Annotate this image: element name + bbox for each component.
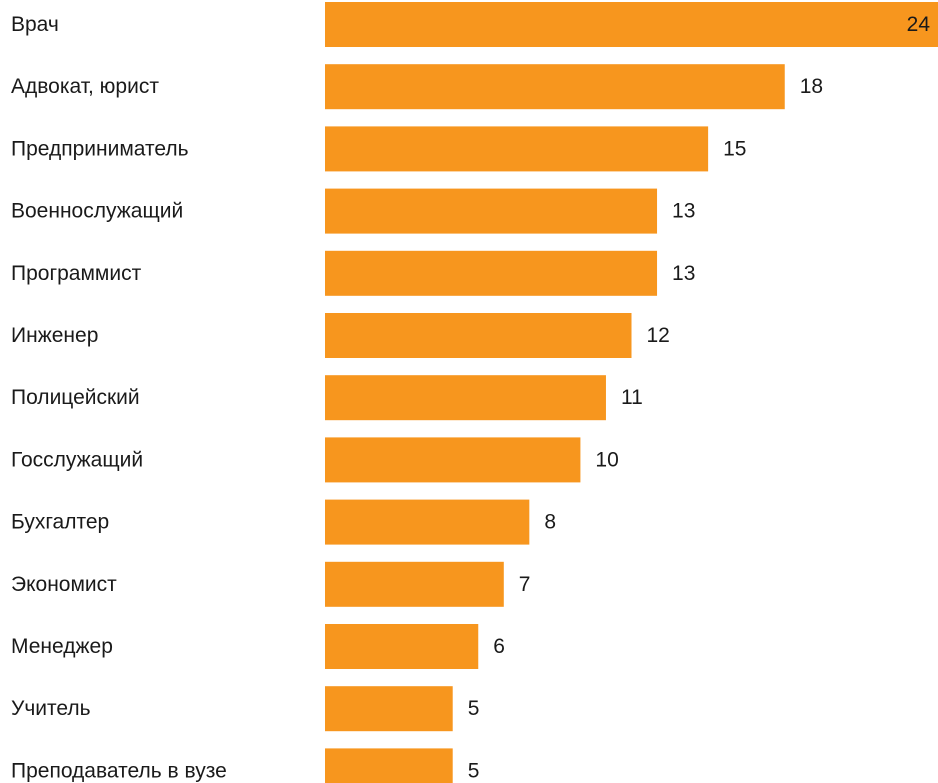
value-label: 6 [493, 635, 505, 658]
bar [325, 188, 658, 234]
category-label: Менеджер [11, 635, 113, 658]
value-label: 7 [519, 573, 531, 596]
category-label: Военнослужащий [11, 200, 183, 223]
value-label: 13 [672, 262, 695, 285]
bar [325, 748, 453, 783]
category-label: Бухгалтер [11, 511, 109, 534]
bar [325, 126, 709, 172]
bars [325, 2, 938, 783]
value-label: 11 [621, 386, 643, 409]
category-label: Госслужащий [11, 448, 143, 471]
value-label: 10 [595, 448, 618, 471]
value-label: 8 [544, 511, 556, 534]
value-label: 12 [647, 324, 670, 347]
category-label: Полицейский [11, 386, 140, 409]
bar [325, 561, 504, 607]
category-labels: Врач Адвокат, юрист Предприниматель Военнос… [11, 13, 227, 782]
value-label: 15 [723, 137, 746, 160]
bar [325, 250, 658, 296]
bar [325, 313, 632, 358]
bar [325, 2, 938, 47]
bar [325, 499, 530, 545]
category-label: Учитель [11, 697, 91, 720]
bar [325, 686, 453, 732]
value-labels: 24 18 15 13 13 12 11 10 8 7 6 5 5 [468, 13, 931, 782]
category-label: Преподаватель в вузе [11, 759, 227, 782]
value-label: 5 [468, 759, 480, 782]
value-label: 18 [800, 75, 823, 98]
category-label: Программист [11, 262, 142, 285]
bar [325, 375, 606, 421]
bar [325, 624, 479, 669]
value-label: 5 [468, 697, 480, 720]
category-label: Инженер [11, 324, 98, 347]
bar [325, 437, 581, 483]
category-label: Врач [11, 13, 59, 36]
value-label: 24 [907, 13, 931, 36]
category-label: Экономист [11, 573, 117, 596]
category-label: Предприниматель [11, 137, 189, 160]
value-label: 13 [672, 200, 695, 223]
bar [325, 64, 785, 110]
category-label: Адвокат, юрист [11, 75, 159, 98]
